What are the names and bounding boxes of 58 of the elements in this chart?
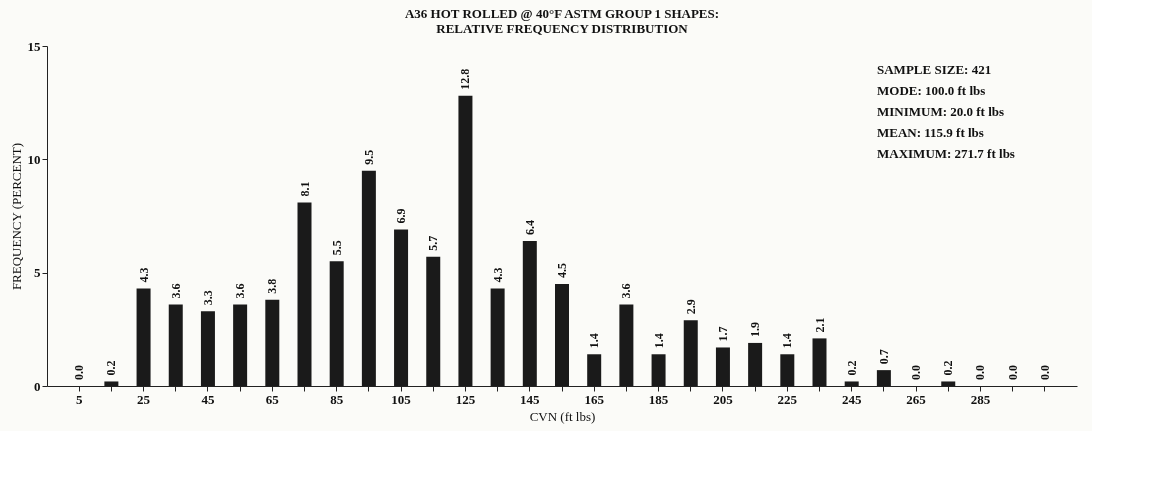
x-tick-label: 245 xyxy=(841,391,862,407)
x-tick-label: 105 xyxy=(391,391,412,407)
x-tick-label: 285 xyxy=(970,391,991,407)
y-axis-title: FREQUENCY (PERCENT) xyxy=(8,142,24,291)
data-label: 1.4 xyxy=(651,333,666,349)
chart-title: A36 HOT ROLLED @ 40°F ASTM GROUP 1 SHAPES: RELATIVE FREQUENCY DISTRIBUTION xyxy=(404,6,720,36)
annotation: MEAN: 115.9 ft lbs xyxy=(877,125,984,140)
data-label: 4.5 xyxy=(555,263,569,278)
data-label: 0.7 xyxy=(876,349,891,365)
y-tick-label: 15 xyxy=(27,38,41,54)
data-label: 6.4 xyxy=(522,219,537,235)
x-axis-title: CVN (ft lbs) xyxy=(529,408,596,424)
data-label: 4.3 xyxy=(490,267,505,283)
x-tick-label: 165 xyxy=(584,391,605,407)
annotation: SAMPLE SIZE: 421 xyxy=(877,62,992,77)
x-tick-label: 145 xyxy=(520,391,541,407)
data-label: 0.0 xyxy=(909,365,924,380)
x-tick-label: 205 xyxy=(713,391,734,407)
data-label: 0.0 xyxy=(1037,365,1052,380)
data-label: 3.6 xyxy=(233,283,248,299)
annotation: MAXIMUM: 271.7 ft lbs xyxy=(877,146,1015,161)
data-label: 2.9 xyxy=(683,299,698,315)
data-label: 3.6 xyxy=(619,283,634,299)
data-label: 1.9 xyxy=(748,321,763,337)
data-label: 0.0 xyxy=(973,365,988,380)
y-tick-label: 5 xyxy=(34,265,41,281)
x-tick-label: 5 xyxy=(75,391,83,407)
x-tick-label: 185 xyxy=(648,391,669,407)
data-label: 0.2 xyxy=(941,360,956,376)
data-label: 3.6 xyxy=(168,283,183,299)
y-tick-label: 10 xyxy=(27,151,41,167)
data-label: 6.9 xyxy=(394,208,409,224)
x-tick-label: 85 xyxy=(330,391,344,407)
data-label: 4.3 xyxy=(136,267,151,283)
x-tick-label: 225 xyxy=(777,391,798,407)
data-label: 2.1 xyxy=(812,317,827,333)
data-label: 0.2 xyxy=(104,360,119,376)
x-tick-label: 45 xyxy=(201,391,215,407)
data-label: 8.1 xyxy=(297,181,312,197)
x-tick-label: 65 xyxy=(265,391,280,407)
data-label: 1.4 xyxy=(780,333,795,349)
data-label: 12.8 xyxy=(458,68,473,90)
x-tick-label: 125 xyxy=(455,391,476,407)
data-label: 5.7 xyxy=(426,235,441,251)
data-label: 0.0 xyxy=(1005,365,1020,380)
x-tick-label: 265 xyxy=(906,391,927,407)
data-label: 5.5 xyxy=(329,240,344,256)
data-label: 0.0 xyxy=(72,365,87,380)
data-label: 0.2 xyxy=(844,360,859,376)
data-label: 1.7 xyxy=(715,326,730,342)
data-label: 9.5 xyxy=(361,149,376,165)
data-label: 1.4 xyxy=(587,333,602,349)
annotation: MODE: 100.0 ft lbs xyxy=(877,83,986,98)
y-tick-label: 0 xyxy=(34,378,41,394)
data-label: 3.8 xyxy=(265,278,280,294)
x-tick-label: 25 xyxy=(137,391,151,407)
annotation: MINIMUM: 20.0 ft lbs xyxy=(877,104,1005,119)
data-label: 3.3 xyxy=(200,290,215,306)
